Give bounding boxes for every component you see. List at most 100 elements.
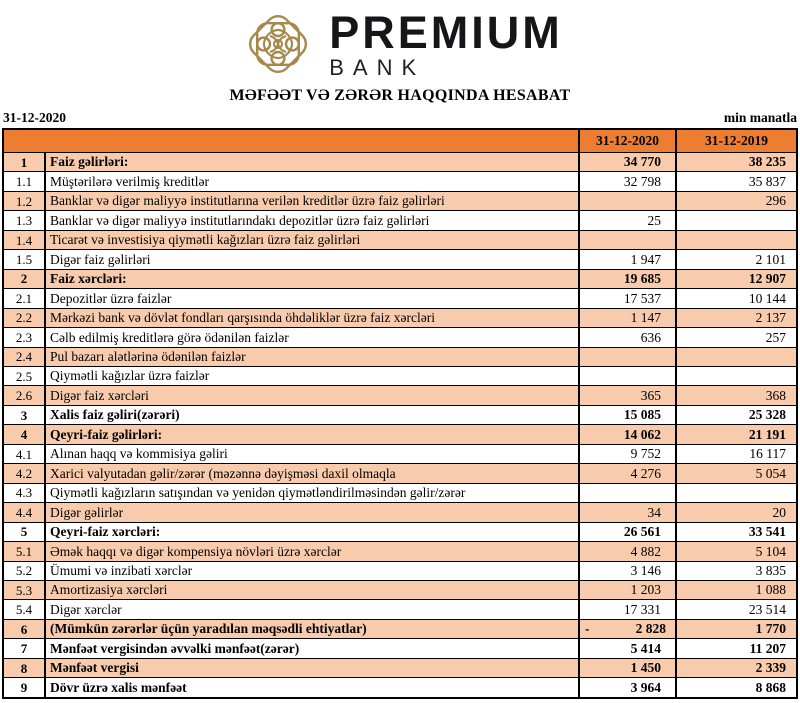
table-row: 1.5 Digər faiz gəlirləri 1 947 2 101	[2, 249, 798, 270]
table-row: 2.6 Digər faiz xərcləri 365 368	[2, 385, 798, 406]
table-row: 3 Xalis faiz gəliri(zərəri) 15 085 25 328	[2, 404, 798, 426]
value-2019-cell: 2 137	[675, 307, 798, 329]
value-2020-cell: 17 331	[578, 599, 677, 620]
row-number-cell: 2.6	[2, 385, 46, 406]
table-row: 1.1 Müştərilərə verilmiş kreditlər 32 798 3…	[2, 171, 798, 192]
row-number-cell: 2.4	[2, 346, 46, 367]
row-number-cell: 4.1	[2, 443, 46, 465]
value-2020-cell: 9 752	[578, 443, 677, 465]
table-row: 4.4 Digər gəlirlər 34 20	[2, 502, 798, 523]
value-2019-cell: 38 235	[675, 151, 798, 173]
row-number-cell: 1.4	[2, 229, 46, 251]
row-label-cell: Banklar və digər maliyyə institutlarına …	[44, 190, 580, 212]
row-label-cell: Xalis faiz gəliri(zərəri)	[44, 404, 580, 426]
row-number-cell: 5.2	[2, 560, 46, 581]
row-number-cell: 2	[2, 268, 46, 290]
row-label-cell: Faiz gəlirləri:	[44, 151, 580, 173]
row-number-cell: 1.2	[2, 190, 46, 212]
value-text: 2 828	[635, 621, 666, 637]
value-2020-cell: 3 146	[578, 560, 677, 581]
brand-name-bank: BANK	[329, 54, 426, 80]
table-row: 4.2 Xarici valyutadan gəlir/zərər (məzənn…	[2, 463, 798, 484]
row-label-cell: Mərkəzi bank və dövlət fondları qarşısın…	[44, 307, 580, 329]
value-2020-cell: 25	[578, 210, 677, 231]
row-number-cell: 2.2	[2, 307, 46, 329]
value-2020-cell: 19 685	[578, 268, 677, 290]
report-meta-row: 31-12-2020 min manatla	[0, 106, 800, 128]
row-label-cell: Əmək haqqı və digər kompensiya növləri ü…	[44, 541, 580, 562]
value-2020-cell: 32 798	[578, 171, 677, 192]
row-label-cell: Faiz xərcləri:	[44, 268, 580, 290]
value-2020-cell: 14 062	[578, 424, 677, 445]
row-label-cell: Qeyri-faiz xərcləri:	[44, 521, 580, 543]
value-2019-cell: 23 514	[675, 599, 798, 620]
row-label-cell: Qiymətli kağızların satışından və yenidə…	[44, 482, 580, 504]
units-note: min manatla	[723, 110, 797, 125]
table-row: 4 Qeyri-faiz gəlirləri: 14 062 21 191	[2, 424, 798, 445]
value-2019-cell: 1 088	[675, 579, 798, 601]
brand-name-premium: PREMIUM	[329, 6, 563, 58]
row-number-cell: 2.3	[2, 327, 46, 348]
row-label-cell: Müştərilərə verilmiş kreditlər	[44, 171, 580, 192]
table-row: 2.1 Depozitlər üzrə faizlər 17 537 10 144	[2, 288, 798, 309]
value-2019-cell: 3 835	[675, 560, 798, 581]
row-label-cell: Ümumi və inzibati xərclər	[44, 560, 580, 581]
row-number-cell: 4.4	[2, 502, 46, 523]
table-row: 6 (Mümkün zərərlər üçün yaradılan məqsədl…	[2, 618, 798, 640]
value-2020-cell: 26 561	[578, 521, 677, 543]
value-2019-cell: 25 328	[675, 404, 798, 426]
value-2020-cell: - 2 828	[578, 618, 677, 640]
row-number-cell: 2.5	[2, 365, 46, 387]
row-label-cell: Dövr üzrə xalis mənfəət	[44, 677, 580, 699]
row-label-cell: Mənfəət vergisi	[44, 657, 580, 679]
row-number-cell: 5.1	[2, 541, 46, 562]
table-row: 5.1 Əmək haqqı və digər kompensiya növlər…	[2, 541, 798, 562]
value-2019-cell: 20	[675, 502, 798, 523]
value-2020-cell: 1 947	[578, 249, 677, 270]
value-2020-cell: 17 537	[578, 288, 677, 309]
value-2020-cell: 636	[578, 327, 677, 348]
row-label-cell: Digər gəlirlər	[44, 502, 580, 523]
table-row: 2.3 Cəlb edilmiş kreditlərə görə ödənilən…	[2, 327, 798, 348]
report-title: MƏFƏƏT VƏ ZƏRƏR HAQQINDA HESABAT	[229, 87, 571, 104]
value-2020-cell: 34 770	[578, 151, 677, 173]
row-number-cell: 1.3	[2, 210, 46, 231]
row-number-cell: 1.1	[2, 171, 46, 192]
value-2020-cell	[578, 229, 677, 251]
table-row: 4.1 Alınan haqq və kommisiya gəliri 9 752 1…	[2, 443, 798, 465]
profit-loss-table: 31-12-2020 31-12-2019 1 Faiz gəlirləri: 34…	[2, 128, 798, 699]
report-date: 31-12-2020	[3, 110, 66, 125]
value-2020-cell	[578, 365, 677, 387]
value-2019-cell: 5 054	[675, 463, 798, 484]
table-row: 2.2 Mərkəzi bank və dövlət fondları qarşı…	[2, 307, 798, 329]
value-2020-cell: 34	[578, 502, 677, 523]
row-label-cell: Digər xərclər	[44, 599, 580, 620]
value-2019-cell	[675, 210, 798, 231]
value-2019-cell: 2 339	[675, 657, 798, 679]
header-empty-cell	[2, 128, 580, 153]
row-number-cell: 4.3	[2, 482, 46, 504]
header-col-2019: 31-12-2019	[675, 128, 798, 153]
value-2020-cell: 3 964	[578, 677, 677, 699]
value-2020-cell: 15 085	[578, 404, 677, 426]
row-number-cell: 5	[2, 521, 46, 543]
table-header-row: 31-12-2020 31-12-2019	[2, 128, 798, 153]
value-2020-cell: 4 276	[578, 463, 677, 484]
row-label-cell: Digər faiz gəlirləri	[44, 249, 580, 270]
row-label-cell: Xarici valyutadan gəlir/zərər (məzənnə d…	[44, 463, 580, 484]
value-2019-cell: 12 907	[675, 268, 798, 290]
value-2019-cell: 296	[675, 190, 798, 212]
row-number-cell: 1	[2, 151, 46, 173]
value-2020-cell	[578, 190, 677, 212]
row-label-cell: Mənfəət vergisindən əvvəlki mənfəət(zərə…	[44, 638, 580, 659]
value-2020-cell	[578, 346, 677, 367]
value-2019-cell	[675, 346, 798, 367]
value-2019-cell	[675, 365, 798, 387]
table-row: 9 Dövr üzrə xalis mənfəət 3 964 8 868	[2, 677, 798, 699]
value-2019-cell: 1 770	[675, 618, 798, 640]
table-row: 2.4 Pul bazarı alətlərinə ödənilən faizlə…	[2, 346, 798, 367]
row-label-cell: Amortizasiya xərcləri	[44, 579, 580, 601]
row-number-cell: 5.3	[2, 579, 46, 601]
value-2020-cell: 4 882	[578, 541, 677, 562]
